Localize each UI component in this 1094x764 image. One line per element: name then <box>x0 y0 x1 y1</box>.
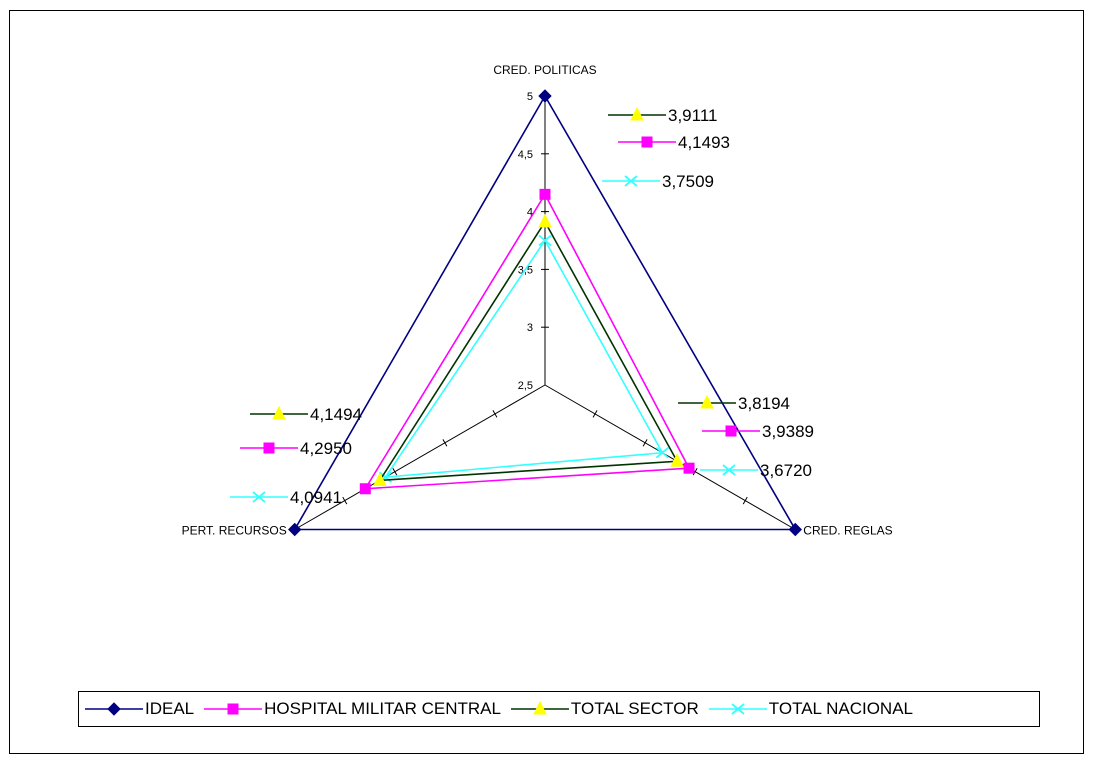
legend-item-ideal: IDEAL <box>85 699 194 719</box>
chart-frame: 2,5 3 3,5 4 4,5 5 CRED. POLITICAS CRED. REGLAS P… <box>9 10 1084 754</box>
data-label: 3,9389 <box>762 422 814 441</box>
data-label-key-marker <box>700 394 714 409</box>
data-label-group: 3,8194 <box>678 394 790 413</box>
data-point <box>670 453 684 467</box>
data-label: 4,1494 <box>310 405 362 424</box>
series-hospital-militar-central <box>359 188 695 495</box>
data-label: 3,8194 <box>738 394 790 413</box>
series-total-sector <box>373 213 684 486</box>
data-label-key-marker <box>252 491 266 503</box>
axis-tick <box>492 410 498 418</box>
series-line <box>378 220 679 482</box>
data-point <box>359 483 371 495</box>
data-label-group: 3,6720 <box>700 461 812 480</box>
legend-label: HOSPITAL MILITAR CENTRAL <box>264 699 501 718</box>
legend-item-total-sector: TOTAL SECTOR <box>510 699 699 719</box>
tick-label: 4 <box>527 207 533 219</box>
data-label-group: 4,2950 <box>240 439 352 458</box>
data-point <box>539 188 551 200</box>
data-point <box>538 89 552 103</box>
data-label-key-marker <box>722 464 736 476</box>
data-label: 3,6720 <box>760 461 812 480</box>
data-label: 3,7509 <box>662 172 714 191</box>
legend-key <box>510 700 569 715</box>
legend-label: TOTAL SECTOR <box>570 699 699 718</box>
data-label-key-marker <box>641 136 653 148</box>
axis-spoke <box>294 384 546 530</box>
axis-tick <box>592 410 598 418</box>
axis-tick <box>692 467 698 476</box>
series-line <box>383 238 664 479</box>
axis-label-pert-recursos: PERT. RECURSOS <box>182 524 287 538</box>
legend-item-total-nacional: TOTAL NACIONAL <box>708 699 913 719</box>
data-label-group: 4,1493 <box>618 133 730 152</box>
data-label: 4,0941 <box>290 488 342 507</box>
axis-label-cred-reglas: CRED. REGLAS <box>803 524 892 538</box>
axis-tick <box>442 439 448 447</box>
data-point <box>288 522 302 537</box>
data-label-key-marker <box>272 405 286 420</box>
axis-tick <box>742 496 748 505</box>
legend-label: TOTAL NACIONAL <box>768 699 913 718</box>
data-label-key-marker <box>630 106 644 121</box>
axis-label-cred-politicas: CRED. POLITICAS <box>493 63 596 77</box>
data-label-group: 4,0941 <box>230 488 342 507</box>
data-label: 3,9111 <box>668 106 717 125</box>
axis-tick <box>342 496 348 505</box>
data-point <box>655 447 669 459</box>
series-line <box>293 94 797 531</box>
legend-label: IDEAL <box>145 699 195 718</box>
series-ideal <box>288 89 802 537</box>
tick-label: 4,5 <box>518 149 533 161</box>
axis-tick <box>392 467 398 476</box>
data-label-group: 3,9389 <box>702 422 814 441</box>
legend-key-marker <box>107 702 121 716</box>
data-label-key-marker <box>725 425 737 437</box>
data-label-group: 4,1494 <box>250 405 362 424</box>
data-point <box>538 234 552 247</box>
legend-item-hospital-militar-central: HOSPITAL MILITAR CENTRAL <box>204 699 501 719</box>
data-point <box>373 472 387 486</box>
legend-key <box>708 703 767 715</box>
legend: IDEAL HOSPITAL MILITAR CENTRAL TOTAL SECTO… <box>78 691 1040 727</box>
axis-tick <box>642 439 648 447</box>
data-label-key-marker <box>263 442 275 454</box>
legend-key <box>204 703 263 715</box>
legend-key-marker <box>227 703 239 715</box>
legend-key-marker <box>533 700 547 715</box>
tick-label: 3 <box>527 322 533 334</box>
tick-label: 2,5 <box>518 380 533 392</box>
data-label: 4,2950 <box>300 439 352 458</box>
data-point <box>538 213 552 228</box>
data-label-key-marker <box>624 175 638 187</box>
data-label-group: 3,9111 <box>608 106 717 125</box>
data-label: 4,1493 <box>678 133 730 152</box>
series-line <box>363 192 691 490</box>
axis-spoke <box>544 384 796 530</box>
data-label-group: 3,7509 <box>602 172 714 191</box>
data-point <box>683 462 695 474</box>
series-total-nacional <box>378 234 669 483</box>
legend-key-marker <box>731 703 745 715</box>
tick-label: 5 <box>527 91 533 103</box>
data-point <box>788 522 802 537</box>
legend-key <box>85 702 143 716</box>
